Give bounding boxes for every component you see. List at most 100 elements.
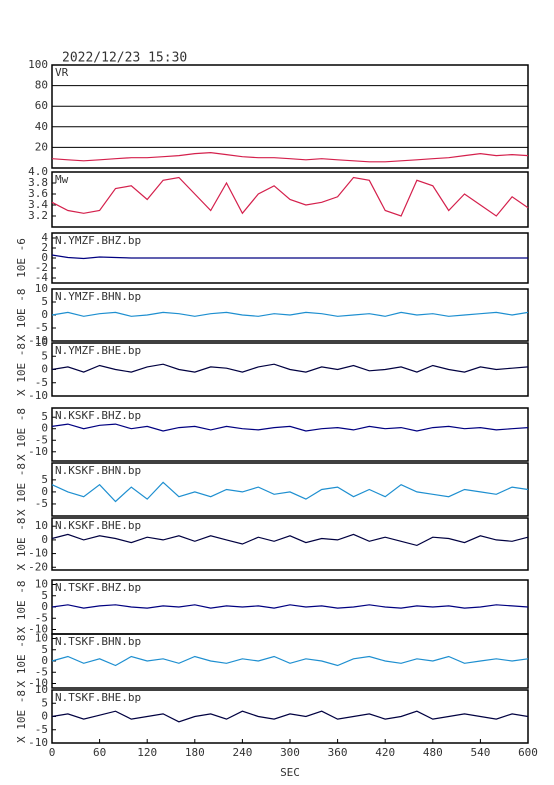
y-tick-label: 5 bbox=[41, 643, 48, 656]
y-axis-label: X 10E -8 bbox=[15, 635, 28, 688]
trace bbox=[51, 533, 529, 547]
y-tick-label: 100 bbox=[28, 58, 48, 71]
panel-label: N.KSKF.BHZ.bp bbox=[55, 409, 141, 422]
y-tick-label: 0 bbox=[41, 251, 48, 264]
y-axis-label: X 10E -8 bbox=[15, 408, 28, 461]
y-tick-label: 0 bbox=[41, 363, 48, 376]
trace bbox=[51, 481, 529, 503]
trace bbox=[51, 151, 529, 163]
trace bbox=[51, 710, 529, 723]
x-tick-label: 240 bbox=[232, 746, 252, 759]
y-tick-label: 5 bbox=[41, 473, 48, 486]
trace bbox=[51, 423, 529, 432]
x-axis-label: SEC bbox=[280, 766, 300, 779]
panel-frame bbox=[51, 64, 529, 169]
y-axis-label: X 10E -8 bbox=[15, 518, 28, 571]
x-tick-label: 120 bbox=[137, 746, 157, 759]
y-tick-label: -20 bbox=[28, 560, 48, 573]
y-axis-label: X 10E -8 bbox=[15, 463, 28, 516]
panel-label: N.TSKF.BHN.bp bbox=[55, 635, 141, 648]
y-tick-label: 0 bbox=[41, 308, 48, 321]
y-tick-label: 10 bbox=[35, 578, 48, 591]
y-tick-label: -10 bbox=[28, 736, 48, 749]
y-axis-label: X 10E -8 bbox=[15, 581, 28, 634]
x-tick-label: 420 bbox=[375, 746, 395, 759]
panel-label: N.KSKF.BHE.bp bbox=[55, 519, 141, 532]
y-tick-label: 5 bbox=[41, 410, 48, 423]
y-tick-label: -5 bbox=[35, 321, 48, 334]
panel-label: N.YMZF.BHE.bp bbox=[55, 344, 141, 357]
trace bbox=[51, 363, 529, 373]
trace bbox=[51, 311, 529, 317]
y-tick-label: -10 bbox=[28, 623, 48, 636]
x-tick-label: 480 bbox=[423, 746, 443, 759]
y-tick-label: -10 bbox=[28, 389, 48, 402]
y-tick-label: -10 bbox=[28, 547, 48, 560]
y-tick-label: 0 bbox=[41, 533, 48, 546]
y-tick-label: 0 bbox=[41, 485, 48, 498]
panel-frame bbox=[51, 407, 529, 462]
x-tick-label: 540 bbox=[470, 746, 490, 759]
x-tick-label: 300 bbox=[280, 746, 300, 759]
y-tick-label: 3.4 bbox=[28, 198, 48, 211]
y-tick-label: 40 bbox=[35, 120, 48, 133]
y-tick-label: 0 bbox=[41, 710, 48, 723]
y-tick-label: -10 bbox=[28, 334, 48, 347]
y-tick-label: 10 bbox=[35, 282, 48, 295]
trace bbox=[51, 176, 529, 217]
y-tick-label: -5 bbox=[35, 376, 48, 389]
y-tick-label: 0 bbox=[41, 422, 48, 435]
panel-frame bbox=[51, 171, 529, 228]
y-tick-label: -5 bbox=[35, 611, 48, 624]
y-tick-label: 5 bbox=[41, 696, 48, 709]
trace bbox=[51, 254, 528, 260]
panel-frame bbox=[51, 517, 529, 571]
y-tick-label: 10 bbox=[35, 683, 48, 696]
y-tick-label: -5 bbox=[35, 497, 48, 510]
y-tick-label: 5 bbox=[41, 295, 48, 308]
panel-label: N.KSKF.BHN.bp bbox=[55, 464, 141, 477]
y-tick-label: 20 bbox=[35, 140, 48, 153]
x-tick-label: 60 bbox=[93, 746, 106, 759]
y-tick-label: -2 bbox=[35, 261, 48, 274]
y-tick-label: 3.8 bbox=[28, 176, 48, 189]
y-tick-label: 10 bbox=[35, 632, 48, 645]
y-tick-label: 4 bbox=[41, 231, 48, 244]
panel-label: N.YMZF.BHZ.bp bbox=[55, 234, 141, 247]
y-tick-label: -5 bbox=[35, 723, 48, 736]
panel-label: Mw bbox=[55, 173, 69, 186]
y-tick-label: 5 bbox=[41, 589, 48, 602]
y-tick-label: 3.6 bbox=[28, 187, 48, 200]
y-tick-label: 10 bbox=[35, 519, 48, 532]
y-axis-label: X 10E -8 bbox=[15, 289, 28, 342]
y-tick-label: 0 bbox=[41, 654, 48, 667]
y-tick-label: 60 bbox=[35, 99, 48, 112]
y-tick-label: 5 bbox=[41, 349, 48, 362]
y-tick-label: 4.0 bbox=[28, 165, 48, 178]
x-tick-label: 600 bbox=[518, 746, 538, 759]
x-tick-label: 0 bbox=[49, 746, 56, 759]
x-tick-label: 180 bbox=[185, 746, 205, 759]
y-tick-label: 0 bbox=[41, 600, 48, 613]
y-tick-label: -10 bbox=[28, 445, 48, 458]
panel-label: N.TSKF.BHE.bp bbox=[55, 691, 141, 704]
trace bbox=[51, 604, 529, 609]
y-axis-label: X 10E -8 bbox=[15, 690, 28, 743]
y-tick-label: 3.2 bbox=[28, 209, 48, 222]
y-tick-label: 10 bbox=[35, 336, 48, 349]
y-axis-label: X 10E -8 bbox=[15, 343, 28, 396]
panel-label: N.TSKF.BHZ.bp bbox=[55, 581, 141, 594]
y-axis-label: 10E -6 bbox=[15, 238, 28, 278]
y-tick-label: -5 bbox=[35, 433, 48, 446]
panel-label: N.YMZF.BHN.bp bbox=[55, 290, 141, 303]
trace bbox=[51, 655, 529, 667]
chart-title: 2022/12/23 15:30 bbox=[62, 51, 187, 66]
y-tick-label: 80 bbox=[35, 79, 48, 92]
panel-label: VR bbox=[55, 66, 69, 79]
y-tick-label: 2 bbox=[41, 241, 48, 254]
y-tick-label: -4 bbox=[35, 271, 49, 284]
y-tick-label: -5 bbox=[35, 665, 48, 678]
y-tick-label: -10 bbox=[28, 677, 48, 690]
x-tick-label: 360 bbox=[328, 746, 348, 759]
